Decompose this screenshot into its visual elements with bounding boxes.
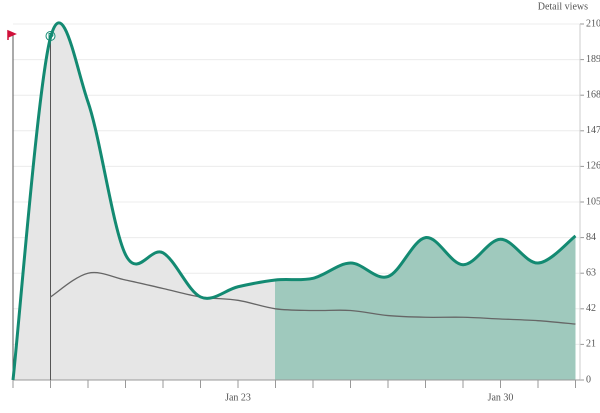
y-tick-label: 147: [586, 125, 600, 136]
x-tick-label: Jan 23: [225, 392, 251, 403]
y-tick-label: 63: [586, 267, 596, 278]
y-tick-label: 21: [586, 339, 596, 350]
y-tick-label: 0: [586, 374, 591, 385]
y-axis-label: Detail views: [538, 1, 588, 12]
flag-icon: [7, 29, 17, 40]
area: [13, 22, 275, 380]
line: [50, 271, 576, 325]
line: [11, 21, 577, 381]
y-tick-label: 84: [586, 232, 596, 243]
y-tick-label: 105: [586, 196, 600, 207]
y-tick-label: 42: [586, 303, 596, 314]
y-tick-label: 210: [586, 18, 600, 29]
y-tick-label: 189: [586, 54, 600, 65]
area: [275, 235, 576, 380]
y-tick-label: 126: [586, 161, 600, 172]
x-tick-label: Jan 30: [488, 392, 514, 403]
y-tick-label: 168: [586, 89, 600, 100]
